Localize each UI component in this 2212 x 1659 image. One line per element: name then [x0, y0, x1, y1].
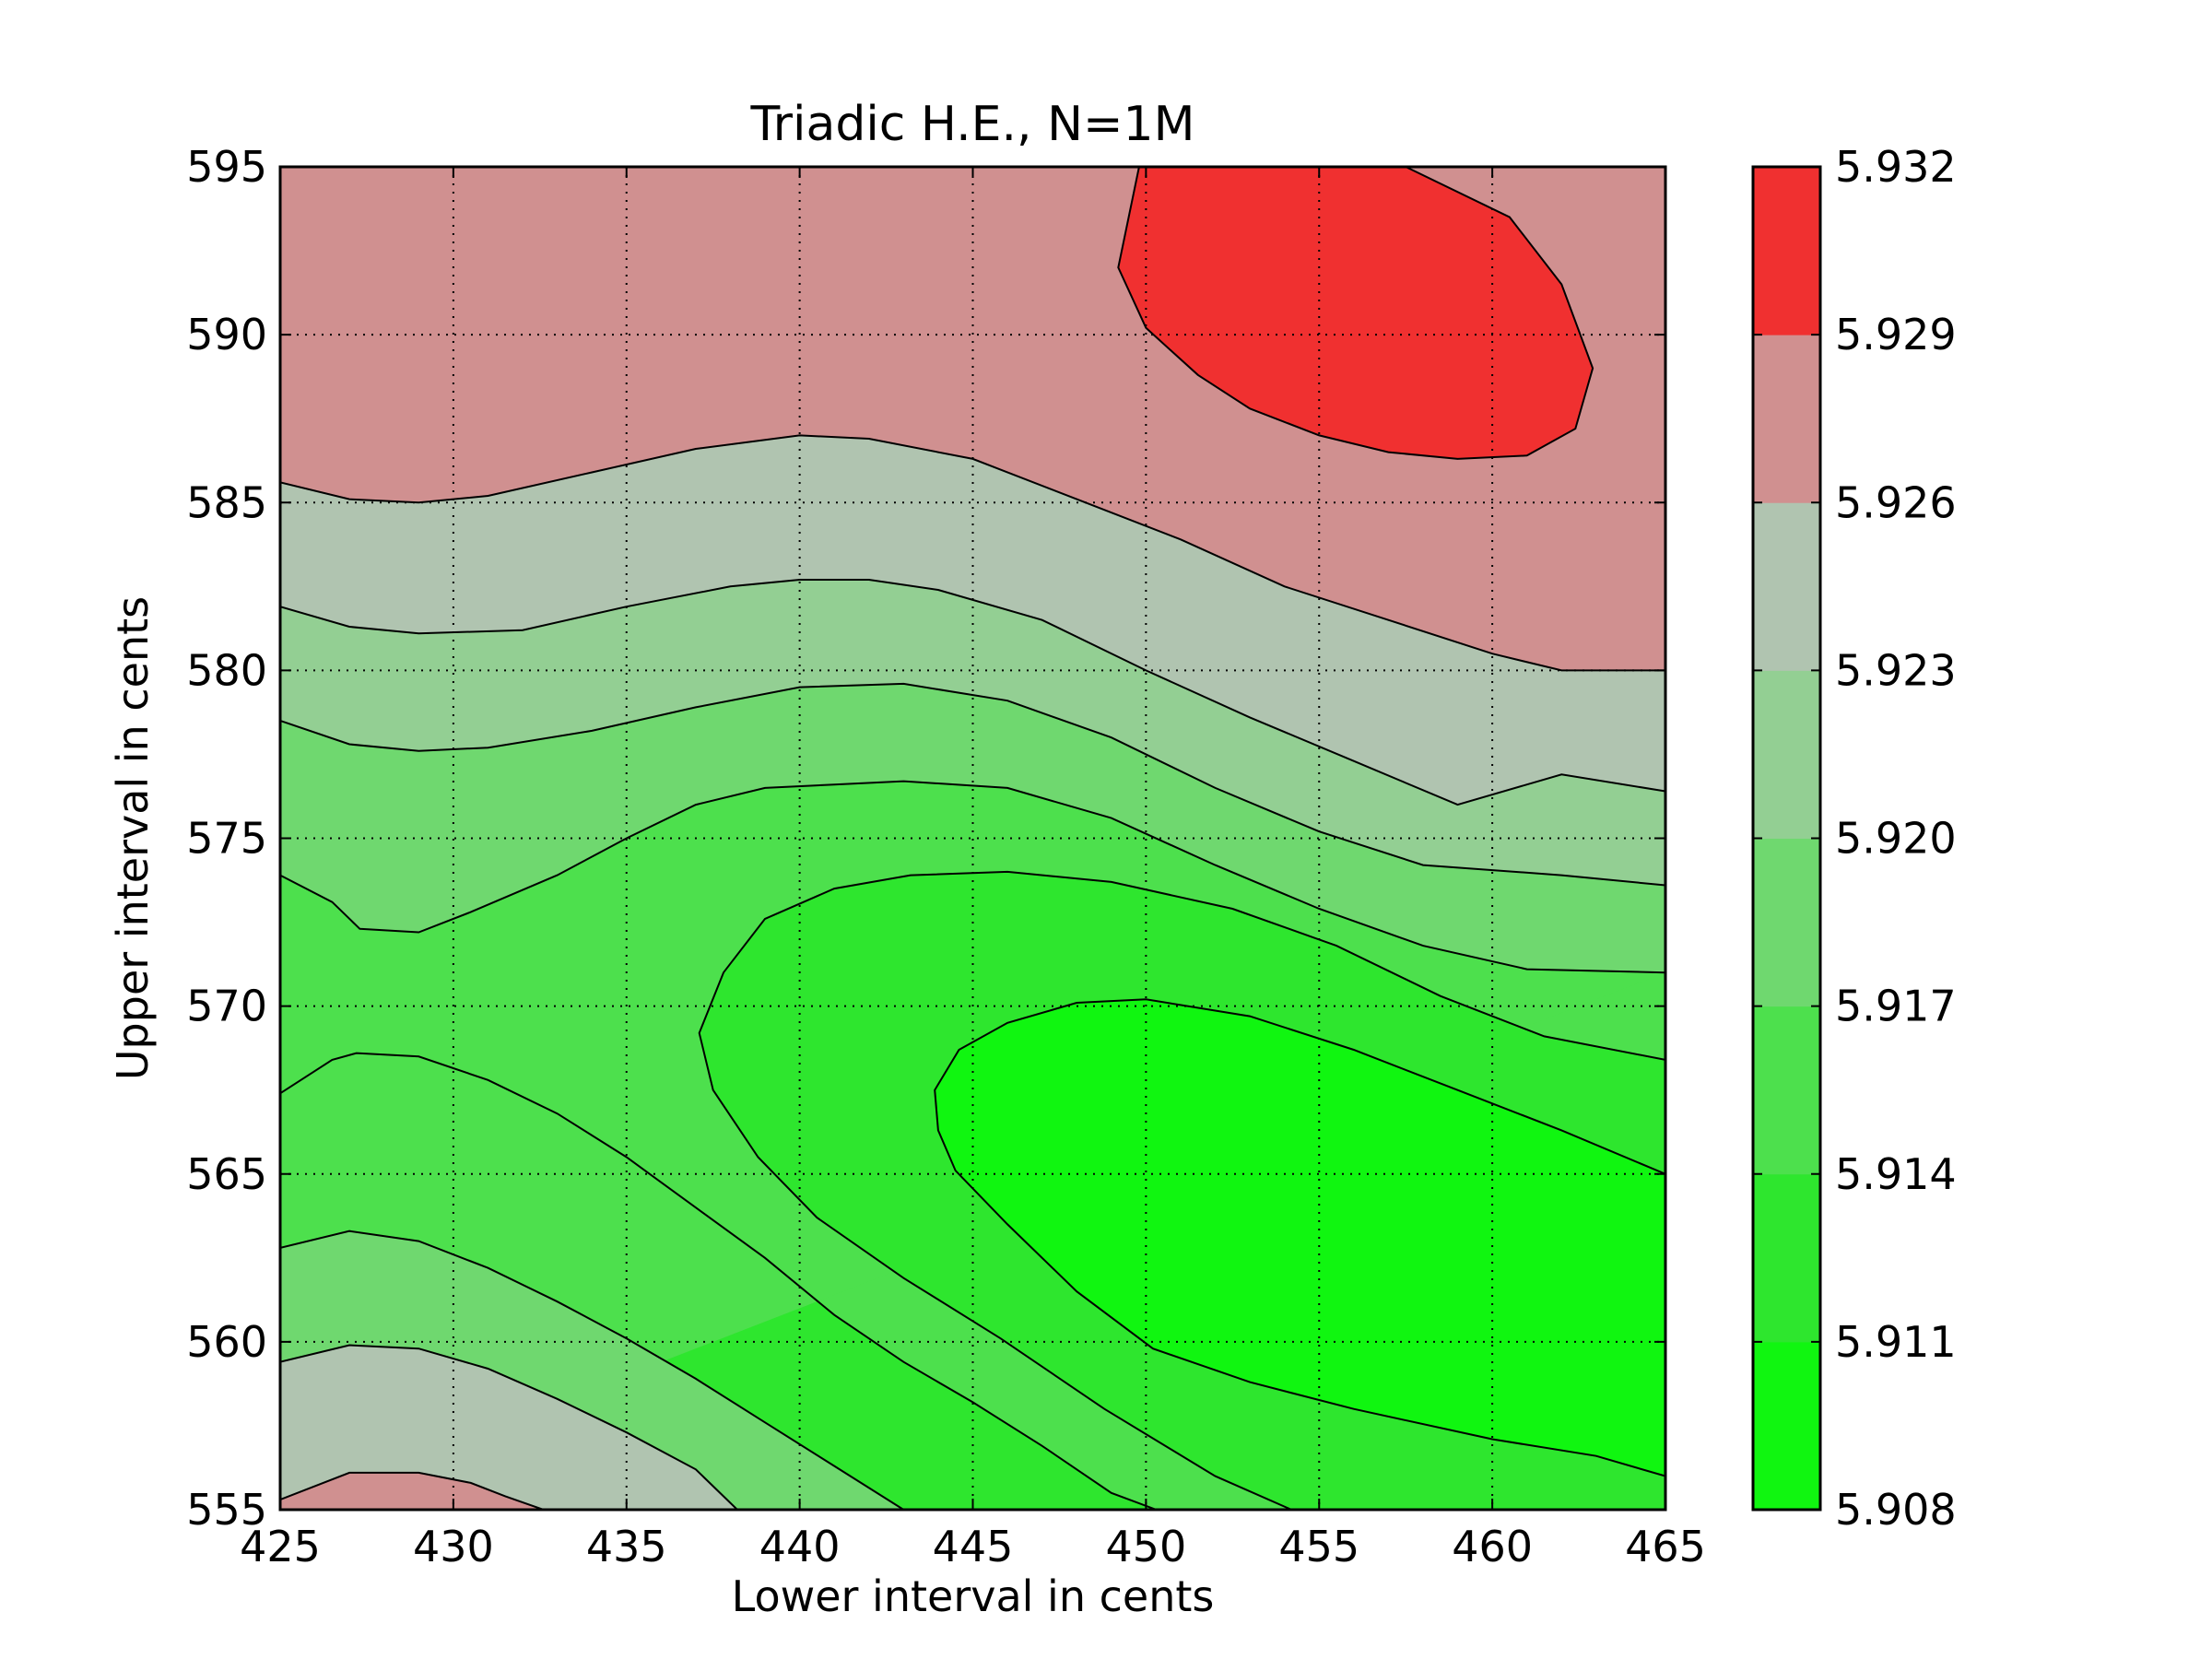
grid: [280, 167, 1665, 1510]
colorbar-band: [1753, 502, 1820, 671]
colorbar-tick-label: 5.920: [1835, 814, 1957, 864]
colorbar-tick-label: 5.908: [1835, 1485, 1957, 1535]
y-tick-label: 560: [186, 1317, 267, 1367]
x-axis-label: Lower interval in cents: [732, 1571, 1215, 1621]
contour-line: [280, 1052, 1157, 1510]
colorbar-tick-label: 5.932: [1835, 142, 1957, 192]
colorbar-tick-label: 5.917: [1835, 982, 1957, 1031]
x-tick-label: 430: [413, 1522, 494, 1571]
contour-lines: [280, 167, 1665, 1510]
y-tick-label: 590: [186, 310, 267, 359]
y-tick-label: 565: [186, 1149, 267, 1199]
colorbar-band: [1753, 1341, 1820, 1511]
y-axis-label: Upper interval in cents: [108, 596, 158, 1080]
band-5.929-5.932: [1118, 167, 1594, 459]
x-tick-label: 435: [586, 1522, 667, 1571]
band-5.926-lower: [280, 1472, 544, 1510]
y-tick-label: 580: [186, 645, 267, 695]
chart-title: Triadic H.E., N=1M: [750, 97, 1195, 152]
contour-line: [1117, 167, 1594, 460]
x-tick-label: 450: [1105, 1522, 1186, 1571]
colorbar-tick-label: 5.911: [1835, 1317, 1957, 1367]
colorbar-tick-label: 5.923: [1835, 645, 1957, 695]
contour-line: [280, 1471, 544, 1510]
contour-line: [280, 682, 1665, 887]
colorbar-bands: [1753, 167, 1820, 1511]
contour-line: [934, 998, 1665, 1477]
colorbar-band: [1753, 1173, 1820, 1343]
band-5.908-5.911: [935, 999, 1665, 1510]
contour-line: [280, 1230, 904, 1510]
x-tick-label: 465: [1625, 1522, 1706, 1571]
colorbar-band: [1753, 670, 1820, 839]
colorbar-tick-label: 5.926: [1835, 477, 1957, 527]
colorbar-band: [1753, 335, 1820, 503]
colorbar-tick-label: 5.914: [1835, 1149, 1957, 1199]
x-tick-label: 440: [759, 1522, 841, 1571]
colorbar: 5.908 5.911 5.914 5.917 5.920 5.923 5.926 5.929…: [1751, 142, 1957, 1535]
colorbar-tick-label: 5.929: [1835, 310, 1957, 359]
x-tick-label: 445: [933, 1522, 1014, 1571]
colorbar-band: [1753, 1006, 1820, 1175]
contour-line: [280, 579, 1665, 806]
colorbar-band: [1753, 167, 1820, 335]
x-tick-label: 425: [240, 1522, 321, 1571]
y-tick-label: 575: [186, 814, 267, 864]
y-axis-ticks: 555 560 565 570 575 580 585 590 595: [186, 142, 1665, 1535]
colorbar-band: [1753, 838, 1820, 1007]
x-tick-label: 460: [1452, 1522, 1533, 1571]
plot-area: 425 430 435 440 445 450 455 460 465 555 560 565 570…: [186, 142, 1706, 1571]
y-tick-label: 585: [186, 477, 267, 527]
x-tick-label: 455: [1278, 1522, 1359, 1571]
contour-line: [280, 434, 1665, 672]
contour-line: [280, 780, 1665, 974]
y-tick-label: 570: [186, 982, 267, 1031]
y-tick-label: 555: [186, 1485, 267, 1535]
y-tick-label: 595: [186, 142, 267, 192]
contour-line: [698, 870, 1665, 1510]
band-5.923-lower-ring: [280, 1345, 737, 1510]
colorbar-ticks: 5.908 5.911 5.914 5.917 5.920 5.923 5.926 5.929…: [1753, 142, 1957, 1535]
x-axis-ticks: 425 430 435 440 445 450 455 460 465: [240, 167, 1706, 1571]
contour-line: [280, 1344, 738, 1510]
